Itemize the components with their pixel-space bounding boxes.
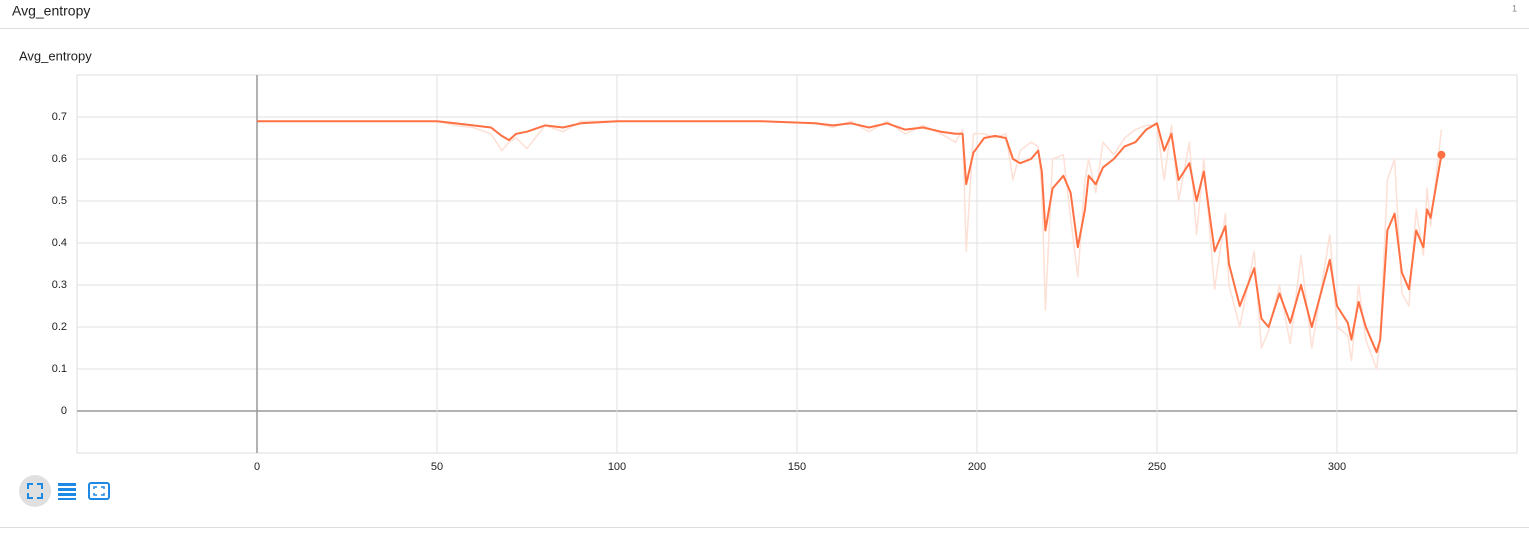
expand-button[interactable]	[88, 482, 110, 500]
y-tick-label: 0.1	[52, 363, 67, 375]
header-title: Avg_entropy	[12, 3, 90, 19]
x-tick-label: 100	[608, 461, 626, 473]
y-tick-label: 0.7	[52, 111, 67, 123]
series-line	[257, 120, 1443, 370]
header-bar[interactable]	[0, 0, 1529, 28]
y-tick-label: 0.5	[52, 195, 67, 207]
last-point	[1437, 150, 1446, 159]
y-tick-label: 0.2	[52, 321, 67, 333]
expand-icon	[88, 482, 110, 500]
y-tick-label: 0	[61, 405, 67, 417]
header-badge: 1	[1512, 3, 1517, 13]
icon-bar	[58, 498, 76, 500]
icon-bar	[58, 483, 76, 486]
x-tick-label: 300	[1328, 461, 1346, 473]
x-tick-label: 0	[254, 461, 260, 473]
y-tick-label: 0.3	[52, 279, 67, 291]
plot-area	[77, 75, 1517, 453]
x-tick-label: 250	[1148, 461, 1166, 473]
chart-title: Avg_entropy	[19, 48, 92, 63]
expand-icon-corners	[93, 486, 105, 496]
fit-button[interactable]	[19, 475, 51, 507]
y-tick-label: 0.6	[52, 153, 67, 165]
log-toggle[interactable]	[58, 483, 76, 500]
icon-bar	[58, 488, 76, 491]
fit-icon	[27, 483, 43, 499]
icon-bar	[58, 493, 76, 496]
x-tick-label: 200	[968, 461, 986, 473]
series-line	[257, 120, 1443, 354]
y-tick-label: 0.4	[52, 237, 67, 249]
x-tick-label: 150	[788, 461, 806, 473]
x-tick-label: 50	[431, 461, 443, 473]
